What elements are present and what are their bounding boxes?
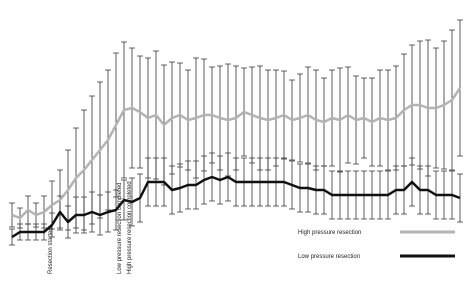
annotation: Resection started bbox=[48, 227, 54, 274]
legend-label: High pressure resection bbox=[298, 230, 361, 236]
annotation: Low pressure resection completed bbox=[117, 183, 123, 274]
series-line bbox=[11, 175, 461, 239]
annotation: High pressure resection completed bbox=[127, 181, 133, 274]
series-line bbox=[11, 87, 462, 220]
legend-label: Low pressure resection bbox=[298, 254, 360, 260]
